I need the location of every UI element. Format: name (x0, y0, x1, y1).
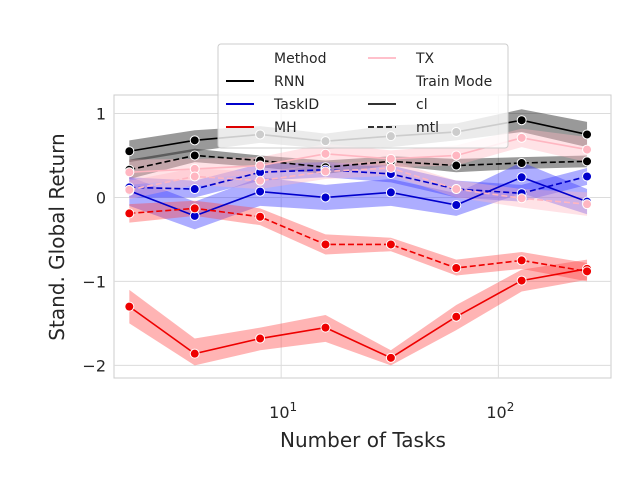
point-rnn-cl (516, 115, 527, 126)
point-rnn-mtl (582, 156, 593, 167)
point-mh-mtl (451, 262, 462, 273)
tick-labels: 1 0 −1 −2 101 102 (82, 104, 514, 422)
y-tick-label: 1 (96, 104, 106, 123)
legend-label: TaskID (273, 97, 319, 113)
point-tx-mtl (582, 199, 593, 210)
point-mh-mtl (189, 203, 200, 214)
y-tick-label: 0 (96, 188, 106, 207)
x-axis-title: Number of Tasks (280, 428, 446, 452)
y-tick-label: −1 (82, 272, 106, 291)
point-tx-mtl (451, 184, 462, 195)
point-mh-mtl (255, 211, 266, 222)
series-points (124, 115, 593, 363)
band-taskid-cl (129, 162, 588, 230)
point-taskid-mtl (189, 184, 200, 195)
point-taskid-cl (320, 192, 331, 203)
point-rnn-cl (189, 135, 200, 146)
point-mh-cl (124, 301, 135, 312)
line-taskid-mtl (129, 168, 588, 195)
y-tick-label: −2 (82, 356, 106, 375)
point-mh-cl (255, 333, 266, 344)
line-taskid-cl (129, 176, 588, 217)
x-tick-label: 101 (269, 400, 297, 422)
band-rnn-mtl (129, 148, 588, 179)
point-tx-cl (320, 148, 331, 159)
point-tx-mtl (255, 175, 266, 186)
point-mh-mtl (124, 208, 135, 219)
point-tx-cl (582, 144, 593, 155)
point-mh-mtl (516, 255, 527, 266)
point-tx-mtl (516, 193, 527, 204)
point-tx-mtl (385, 163, 396, 174)
point-mh-cl (516, 275, 527, 286)
legend-label: RNN (274, 74, 305, 90)
point-mh-cl (189, 348, 200, 359)
point-tx-mtl (320, 166, 331, 177)
point-taskid-cl (516, 172, 527, 183)
point-tx-cl (124, 167, 135, 178)
legend: Method RNN TaskID MH TX Train Mode cl mtl (217, 43, 509, 149)
point-rnn-mtl (451, 160, 462, 171)
point-taskid-cl (451, 200, 462, 211)
point-rnn-mtl (189, 150, 200, 161)
legend-label: TX (415, 51, 435, 67)
point-mh-cl (451, 311, 462, 322)
x-tick-label: 102 (486, 400, 514, 422)
point-taskid-mtl (582, 171, 593, 182)
point-mh-mtl (385, 239, 396, 250)
y-axis-title: Stand. Global Return (45, 133, 69, 340)
point-taskid-cl (385, 187, 396, 198)
point-tx-mtl (189, 171, 200, 182)
line-tx-cl (129, 137, 588, 174)
line-rnn-mtl (129, 154, 588, 171)
point-mh-mtl (582, 266, 593, 277)
line-tx-mtl (129, 167, 588, 205)
point-tx-cl (516, 132, 527, 143)
band-tx-mtl (129, 160, 588, 216)
point-rnn-cl (124, 146, 135, 157)
point-mh-mtl (320, 239, 331, 250)
point-tx-cl (255, 160, 266, 171)
point-tx-cl (385, 153, 396, 164)
point-tx-mtl (124, 184, 135, 195)
point-mh-cl (385, 352, 396, 363)
band-mh-mtl (129, 200, 588, 282)
band-mh-cl (129, 259, 588, 366)
band-taskid-mtl (129, 162, 588, 202)
legend-label: MH (274, 120, 297, 136)
legend-label: mtl (416, 120, 439, 136)
point-mh-cl (320, 322, 331, 333)
point-rnn-mtl (516, 158, 527, 169)
legend-box (217, 43, 509, 149)
line-mh-cl (128, 268, 588, 359)
point-taskid-cl (255, 186, 266, 197)
legend-label: cl (416, 97, 428, 113)
legend-header: Method (274, 51, 327, 67)
legend-header: Train Mode (415, 74, 492, 90)
point-tx-cl (451, 150, 462, 161)
point-rnn-cl (582, 129, 593, 140)
line-mh-mtl (129, 207, 588, 273)
